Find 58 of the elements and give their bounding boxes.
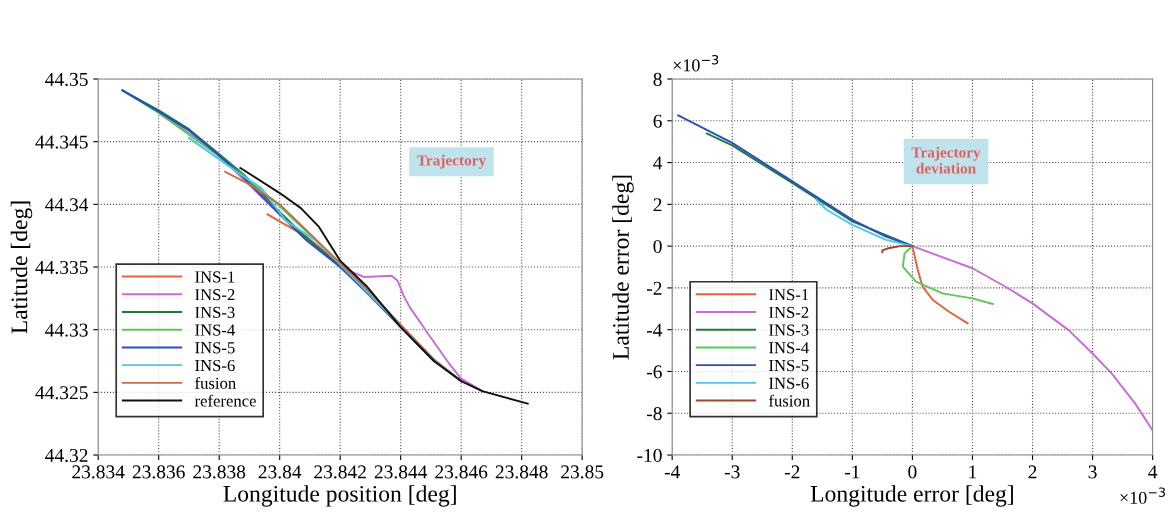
legend-label: INS-5 bbox=[769, 359, 809, 372]
legend-label: INS-2 bbox=[195, 289, 235, 301]
x-tick-label: 23.84 bbox=[258, 465, 302, 479]
legend-label: INS-5 bbox=[195, 342, 235, 354]
y-tick-label: 44.35 bbox=[45, 72, 88, 87]
x-tick-label: -4 bbox=[664, 465, 680, 479]
legend-label: INS-3 bbox=[769, 324, 809, 336]
legend-label: INS-6 bbox=[769, 377, 809, 389]
y-tick-label: -10 bbox=[637, 448, 662, 462]
y-tick-label: 6 bbox=[653, 114, 662, 128]
y-tick-label: 44.325 bbox=[35, 386, 88, 400]
y-tick-label: -2 bbox=[646, 281, 662, 295]
y-tick-label: -6 bbox=[646, 365, 662, 379]
annotation: Trajectory bbox=[417, 154, 486, 169]
legend-label: reference bbox=[194, 394, 256, 407]
x-tick-label: 2 bbox=[1028, 465, 1037, 479]
x-tick-label: -2 bbox=[784, 465, 800, 479]
y-tick-label: 2 bbox=[653, 198, 662, 212]
y-tick-label: 4 bbox=[653, 156, 663, 170]
text: ×10$^{−3}$ bbox=[1120, 487, 1166, 504]
x-tick-label: 23.838 bbox=[193, 465, 246, 479]
x-tick-label: 23.844 bbox=[374, 465, 428, 479]
y-tick-label: 44.32 bbox=[45, 448, 88, 463]
y-tick-label: 44.345 bbox=[35, 135, 88, 149]
x-tick-label: -3 bbox=[724, 465, 740, 479]
legend-label: INS-3 bbox=[195, 306, 235, 318]
x-tick-label: 3 bbox=[1088, 465, 1097, 479]
annotation: Trajectory deviation bbox=[911, 146, 981, 174]
y-tick-label: 8 bbox=[653, 72, 662, 86]
x-tick-label: 1 bbox=[969, 465, 977, 479]
legend-label: fusion bbox=[195, 376, 236, 389]
x-tick-label: 23.834 bbox=[72, 465, 125, 479]
legend-label: INS-4 bbox=[769, 342, 809, 354]
x-tick-label: -1 bbox=[844, 465, 860, 479]
y-tick-label: 44.335 bbox=[35, 260, 88, 275]
text: ×10$^{−3}$ bbox=[673, 54, 719, 72]
y-axis-title: Latitude [deg] bbox=[10, 201, 33, 334]
y-tick-label: -8 bbox=[646, 407, 662, 421]
y-tick-label: 44.34 bbox=[45, 198, 89, 212]
x-tick-label: 23.842 bbox=[314, 465, 366, 479]
y-tick-label: -4 bbox=[646, 323, 663, 337]
y-tick-label: 44.33 bbox=[45, 323, 88, 337]
x-axis-title: Longitude position [deg] bbox=[223, 485, 456, 507]
legend-label: INS-1 bbox=[195, 271, 235, 283]
legend-label: INS-1 bbox=[769, 289, 809, 301]
legend-label: fusion bbox=[768, 394, 810, 407]
x-tick-label: 23.846 bbox=[435, 465, 488, 479]
x-tick-label: 23.848 bbox=[495, 465, 548, 479]
x-tick-label: 23.836 bbox=[132, 465, 185, 479]
x-tick-label: 0 bbox=[908, 465, 917, 479]
legend-label: INS-4 bbox=[195, 324, 236, 336]
legend-label: INS-6 bbox=[195, 359, 235, 372]
x-axis-title: Longitude error [deg] bbox=[810, 485, 1013, 507]
y-axis-title: Latitude error [deg] bbox=[612, 175, 634, 360]
x-tick-label: 4 bbox=[1148, 465, 1158, 479]
x-tick-label: 23.85 bbox=[561, 465, 604, 479]
y-tick-label: 0 bbox=[653, 239, 662, 254]
legend-label: INS-2 bbox=[769, 306, 809, 318]
